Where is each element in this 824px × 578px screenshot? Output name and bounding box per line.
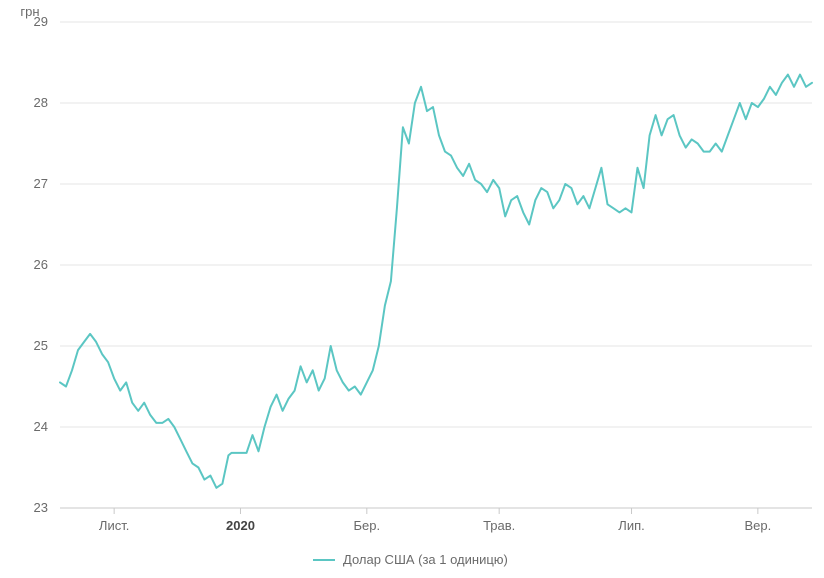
xtick-label: Лист. — [99, 518, 129, 533]
ytick-label: 24 — [34, 419, 48, 434]
ytick-label: 26 — [34, 257, 48, 272]
xtick-label: Бер. — [354, 518, 381, 533]
ytick-label: 28 — [34, 95, 48, 110]
ytick-label: 25 — [34, 338, 48, 353]
xtick-label: Вер. — [744, 518, 771, 533]
xtick-label: Лип. — [618, 518, 644, 533]
xtick-label: Трав. — [483, 518, 515, 533]
chart-background — [0, 0, 824, 578]
ytick-label: 27 — [34, 176, 48, 191]
legend-label: Долар США (за 1 одиницю) — [343, 552, 508, 567]
chart-svg: 23242526272829грнЛист.2020Бер.Трав.Лип.В… — [0, 0, 824, 578]
exchange-rate-chart: 23242526272829грнЛист.2020Бер.Трав.Лип.В… — [0, 0, 824, 578]
xtick-label: 2020 — [226, 518, 255, 533]
yaxis-title: грн — [20, 4, 39, 19]
ytick-label: 23 — [34, 500, 48, 515]
